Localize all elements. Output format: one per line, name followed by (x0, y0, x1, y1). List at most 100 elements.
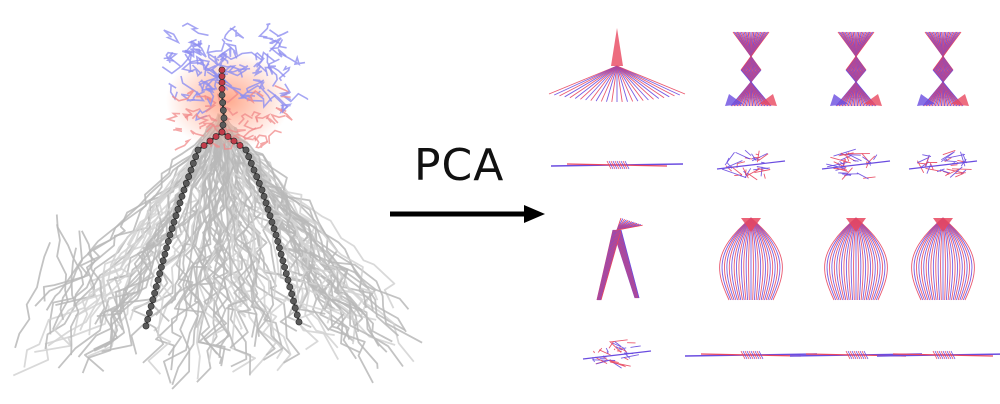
backbone-bead (200, 142, 208, 149)
backbone-bead (281, 263, 288, 271)
backbone-bead (218, 85, 226, 93)
backbone-bead (272, 231, 280, 239)
backbone-bead (218, 91, 226, 99)
ensemble-trace (171, 113, 226, 390)
backbone-bead (219, 106, 227, 114)
backbone-bead (174, 205, 182, 213)
backbone-bead (159, 257, 167, 265)
cap-trace (184, 46, 201, 59)
cap-trace (199, 122, 213, 130)
backbone-bead (282, 270, 290, 277)
ensemble-trace (218, 114, 404, 368)
backbone-bead (152, 283, 160, 290)
cap-trace (252, 65, 263, 77)
cap-trace (251, 110, 262, 122)
ensemble-trace (194, 119, 225, 355)
backbone-bead (220, 114, 228, 122)
cap-trace (238, 113, 253, 125)
cap-trace (198, 64, 218, 86)
ensemble-trace (55, 214, 85, 307)
backbone-bead (218, 128, 226, 136)
ensemble-trace (219, 117, 410, 310)
backbone-bead (255, 179, 263, 187)
backbone-bead (206, 137, 214, 145)
pca-mode-9 (596, 217, 643, 301)
cap-trace (240, 84, 273, 102)
backbone-bead (242, 146, 250, 154)
backbone-bead (277, 250, 285, 258)
pca-mode-5 (550, 160, 684, 170)
backbone-bead (147, 302, 155, 310)
cap-trace (245, 79, 265, 94)
backbone-bead (176, 199, 184, 207)
backbone-bead (164, 237, 172, 245)
backbone-bead (268, 218, 276, 226)
pca-mode-4 (917, 31, 969, 107)
cap-trace (215, 63, 240, 73)
cap-trace (257, 22, 271, 38)
cap-trace (223, 25, 236, 42)
backbone-bead (182, 179, 190, 187)
backbone-bead (230, 137, 238, 145)
pca-mode-8 (908, 149, 978, 178)
backbone-bead (288, 290, 296, 298)
cap-trace (278, 51, 306, 67)
backbone-bead (185, 173, 193, 181)
cap-trace (191, 112, 210, 125)
cap-trace (181, 22, 209, 37)
backbone-bead (170, 218, 178, 226)
backbone-bead (236, 142, 244, 149)
cap-trace (163, 29, 181, 45)
backbone-bead (253, 173, 261, 181)
backbone-bead (149, 296, 157, 304)
ensemble-trace (147, 122, 222, 375)
backbone-bead (290, 297, 297, 305)
cap-trace (207, 52, 220, 66)
backbone-bead (154, 276, 162, 284)
cap-trace (195, 107, 211, 122)
backbone-bead (212, 133, 220, 140)
backbone-bead (219, 121, 227, 129)
backbone-bead (168, 225, 176, 232)
cap-trace (269, 29, 289, 38)
pca-modes-grid (548, 28, 1000, 369)
ensemble-trace (51, 224, 69, 331)
cap-trace (196, 95, 213, 104)
backbone-bead (144, 315, 152, 323)
backbone-bead (279, 257, 287, 265)
backbone-bead (291, 304, 299, 312)
backbone-bead (156, 270, 164, 277)
backbone-bead (172, 212, 180, 220)
ensemble-trace (198, 114, 231, 352)
pca-mode-3 (830, 31, 882, 107)
cap-trace (218, 46, 232, 64)
backbone-bead (270, 225, 278, 232)
backbone-bead (260, 192, 268, 200)
cap-trace (270, 113, 286, 124)
cap-trace (206, 38, 226, 54)
pca-mode-16 (876, 350, 1000, 360)
cap-trace (236, 133, 254, 141)
backbone-bead (295, 318, 303, 326)
backbone-bead (293, 311, 301, 319)
backbone-bead (145, 309, 153, 317)
cap-trace (275, 106, 293, 121)
ensemble-trace (42, 121, 224, 302)
backbone-bead (275, 244, 283, 252)
cap-trace (278, 83, 292, 97)
cap-trace (223, 106, 239, 116)
cap-trace (280, 103, 293, 114)
backbone-bead (286, 283, 294, 291)
pca-mode-14 (684, 350, 818, 360)
pca-mode-10 (719, 217, 783, 301)
ensemble-cap (161, 22, 309, 151)
cap-trace (181, 113, 193, 122)
cap-trace (188, 64, 203, 78)
cap-trace (268, 37, 282, 53)
cap-trace (268, 129, 282, 144)
backbone-bead (264, 205, 272, 213)
cap-trace (180, 59, 211, 73)
backbone-bead (218, 79, 226, 86)
cap-trace (205, 123, 219, 133)
